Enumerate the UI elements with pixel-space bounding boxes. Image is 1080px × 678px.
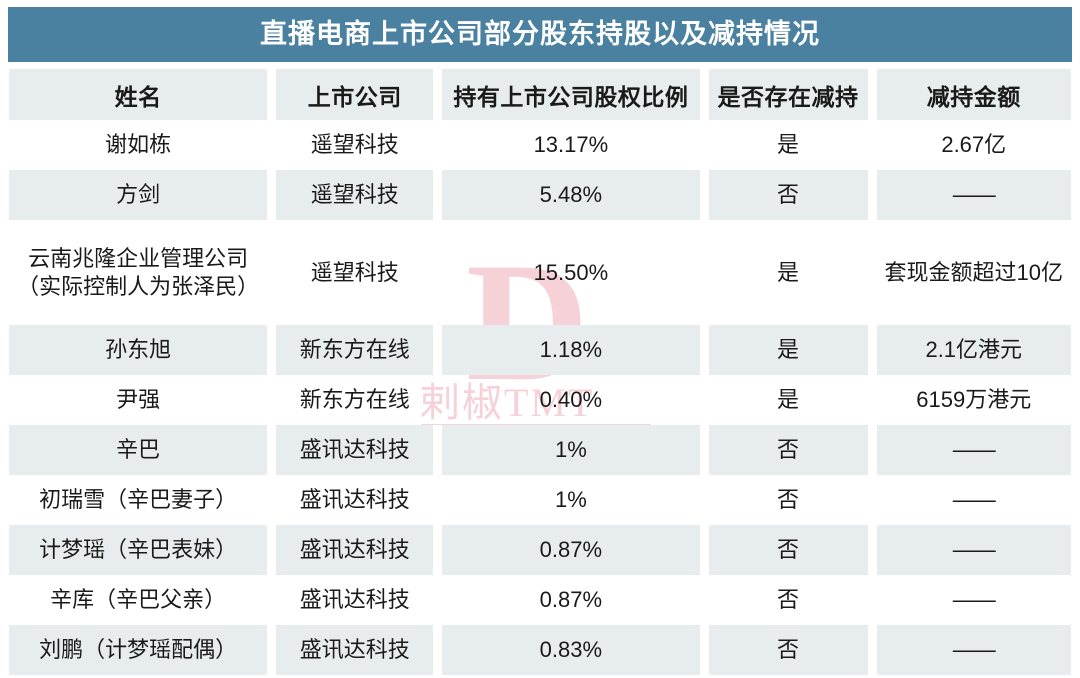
- table-row: 刘鹏（计梦瑶配偶） 盛讯达科技 0.83% 否 ——: [9, 625, 1071, 675]
- cell-name: 辛巴: [9, 425, 268, 475]
- column-header-name: 姓名: [9, 69, 268, 120]
- cell-stake: 13.17%: [533, 132, 609, 158]
- cell-stake: 0.87%: [442, 525, 700, 575]
- table-row: 方剑 遥望科技 5.48% 否 ——: [9, 170, 1071, 220]
- cell-amount: 2.1亿港元: [876, 325, 1071, 375]
- cell-company: 盛讯达科技: [276, 425, 434, 475]
- cell-amount: ——: [876, 625, 1071, 675]
- cell-reduced: 否: [776, 487, 799, 513]
- cell-company: 遥望科技: [276, 170, 434, 220]
- cell-name: 孙东旭: [9, 325, 268, 375]
- cell-stake: 1%: [442, 425, 700, 475]
- page-title: 直播电商上市公司部分股东持股以及减持情况: [260, 19, 820, 49]
- cell-company: 遥望科技: [310, 132, 399, 158]
- table-header: 姓名 上市公司 持有上市公司股权比例 是否存在减持 减持金额: [9, 69, 1071, 120]
- cell-company: 新东方在线: [299, 387, 410, 413]
- cell-reduced: 否: [708, 525, 868, 575]
- cell-name: 初瑞雪（辛巴妻子）: [39, 487, 238, 513]
- cell-stake: 5.48%: [442, 170, 700, 220]
- cell-amount: ——: [876, 525, 1071, 575]
- cell-name: 计梦瑶（辛巴表妹）: [9, 525, 268, 575]
- table-row: 计梦瑶（辛巴表妹） 盛讯达科技 0.87% 否 ——: [9, 525, 1071, 575]
- cell-reduced: 否: [708, 625, 868, 675]
- cell-name: 尹强: [116, 387, 161, 413]
- column-header-company: 上市公司: [276, 69, 434, 120]
- cell-stake: 1.18%: [442, 325, 700, 375]
- table-row: 云南兆隆企业管理公司（实际控制人为张泽民） 遥望科技 15.50% 是 套现金额超过10…: [9, 220, 1071, 325]
- cell-stake: 15.50%: [533, 259, 609, 285]
- page-title-bar: 直播电商上市公司部分股东持股以及减持情况: [8, 7, 1072, 62]
- cell-stake: 1%: [554, 487, 587, 513]
- cell-reduced: 否: [708, 425, 868, 475]
- table-row: 辛库（辛巴父亲） 盛讯达科技 0.87% 否 ——: [9, 575, 1071, 625]
- cell-amount: 套现金额超过10亿: [884, 259, 1063, 285]
- table-row: 初瑞雪（辛巴妻子） 盛讯达科技 1% 否 ——: [9, 475, 1071, 525]
- cell-reduced: 是: [776, 387, 799, 413]
- table-header-row: 姓名 上市公司 持有上市公司股权比例 是否存在减持 减持金额: [9, 69, 1071, 120]
- cell-name: 云南兆隆企业管理公司（实际控制人为张泽民）: [17, 245, 260, 299]
- table-row: 谢如栋 遥望科技 13.17% 是 2.67亿: [9, 120, 1071, 170]
- cell-amount: ——: [952, 587, 996, 613]
- cell-reduced: 否: [776, 587, 799, 613]
- cell-stake: 0.87%: [539, 587, 603, 613]
- cell-amount: 6159万港元: [916, 387, 1032, 413]
- cell-company: 遥望科技: [310, 259, 399, 285]
- cell-amount: ——: [952, 487, 996, 513]
- shareholder-table: 姓名 上市公司 持有上市公司股权比例 是否存在减持 减持金额 谢如栋 遥望科技 13…: [0, 69, 1080, 675]
- cell-reduced: 是: [776, 132, 799, 158]
- cell-company: 新东方在线: [276, 325, 434, 375]
- cell-name: 辛库（辛巴父亲）: [50, 587, 227, 613]
- cell-amount: 2.67亿: [941, 132, 1007, 158]
- table-body: 谢如栋 遥望科技 13.17% 是 2.67亿 方剑 遥望科技 5.48% 否 —— 云南兆隆企业管…: [9, 120, 1071, 675]
- cell-stake: 0.40%: [539, 387, 603, 413]
- cell-company: 盛讯达科技: [276, 625, 434, 675]
- cell-reduced: 否: [708, 170, 868, 220]
- column-header-reduced: 是否存在减持: [708, 69, 868, 120]
- column-header-amount: 减持金额: [876, 69, 1071, 120]
- cell-reduced: 是: [776, 259, 799, 285]
- cell-company: 盛讯达科技: [299, 487, 410, 513]
- cell-name: 方剑: [9, 170, 268, 220]
- cell-name: 刘鹏（计梦瑶配偶）: [9, 625, 268, 675]
- cell-reduced: 是: [708, 325, 868, 375]
- cell-company: 盛讯达科技: [299, 587, 410, 613]
- column-header-stake: 持有上市公司股权比例: [442, 69, 700, 120]
- cell-amount: ——: [876, 170, 1071, 220]
- cell-amount: ——: [876, 425, 1071, 475]
- cell-stake: 0.83%: [442, 625, 700, 675]
- cell-name: 谢如栋: [105, 132, 172, 158]
- table-row: 辛巴 盛讯达科技 1% 否 ——: [9, 425, 1071, 475]
- table-row: 孙东旭 新东方在线 1.18% 是 2.1亿港元: [9, 325, 1071, 375]
- table-row: 尹强 新东方在线 0.40% 是 6159万港元: [9, 375, 1071, 425]
- cell-company: 盛讯达科技: [276, 525, 434, 575]
